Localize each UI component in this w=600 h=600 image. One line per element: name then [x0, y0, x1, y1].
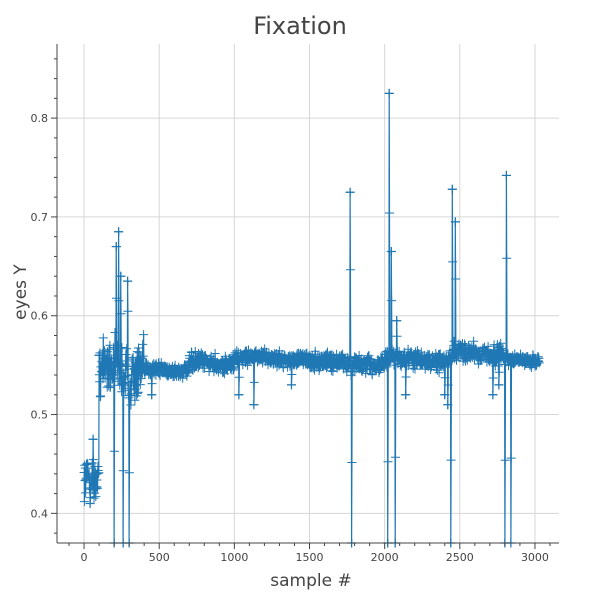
x-tick-label: 2500: [446, 551, 474, 564]
data-point-marker: [114, 227, 124, 237]
x-axis-label: sample #: [270, 571, 351, 591]
data-point-marker: [501, 170, 511, 180]
data-point-marker: [386, 247, 396, 257]
x-tick-label: 3000: [521, 551, 549, 564]
data-point-marker: [392, 316, 402, 326]
y-axis-label: eyes Y: [11, 264, 31, 320]
x-tick-label: 500: [149, 551, 170, 564]
y-tick-label: 0.7: [31, 211, 49, 224]
data-point-marker: [443, 400, 453, 410]
axes: 0 500 1000 1500 2000 2500 3000 0.4 0.5 0.6 0.7 0.8: [31, 44, 559, 564]
y-tick-label: 0.8: [31, 112, 49, 125]
data-point-marker: [234, 390, 244, 400]
series-markers: [79, 88, 544, 548]
x-tick-label: 2000: [371, 551, 399, 564]
data-point-marker: [111, 242, 121, 252]
data-point-marker: [450, 217, 460, 227]
data-point-marker: [286, 380, 296, 390]
y-tick-label: 0.6: [31, 310, 49, 323]
data-point-marker: [147, 390, 157, 400]
data-point-marker: [440, 390, 450, 400]
data-series: [79, 88, 544, 548]
data-point-marker: [401, 390, 411, 400]
series-line: [83, 92, 540, 544]
data-point-marker: [116, 271, 126, 281]
y-tick-label: 0.5: [31, 409, 49, 422]
x-tick-label: 0: [81, 551, 88, 564]
x-tick-label: 1500: [296, 551, 324, 564]
data-point-marker: [447, 184, 457, 194]
data-point-marker: [488, 390, 498, 400]
grid: [57, 44, 559, 543]
y-tick-label: 0.4: [31, 507, 49, 520]
x-tick-label: 1000: [220, 551, 248, 564]
chart-title: Fixation: [253, 12, 347, 40]
data-point-marker: [123, 276, 133, 286]
data-point-marker: [494, 380, 504, 390]
data-point-marker: [345, 187, 355, 197]
data-point-marker: [384, 88, 394, 98]
data-point-marker: [94, 350, 104, 360]
data-point-marker: [85, 498, 95, 508]
data-point-marker: [249, 400, 259, 410]
data-point-marker: [88, 434, 98, 444]
